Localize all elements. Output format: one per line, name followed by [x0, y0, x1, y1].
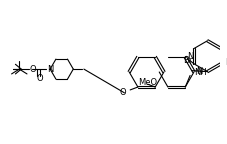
Text: F: F: [224, 58, 227, 67]
Text: N: N: [195, 68, 201, 76]
Text: MeO: MeO: [137, 78, 156, 87]
Text: O: O: [119, 88, 126, 97]
Text: O: O: [30, 65, 36, 74]
Text: O: O: [36, 74, 43, 83]
Text: N: N: [47, 65, 53, 74]
Text: NH: NH: [193, 68, 206, 77]
Text: N: N: [186, 52, 193, 60]
Text: Br: Br: [182, 56, 191, 65]
